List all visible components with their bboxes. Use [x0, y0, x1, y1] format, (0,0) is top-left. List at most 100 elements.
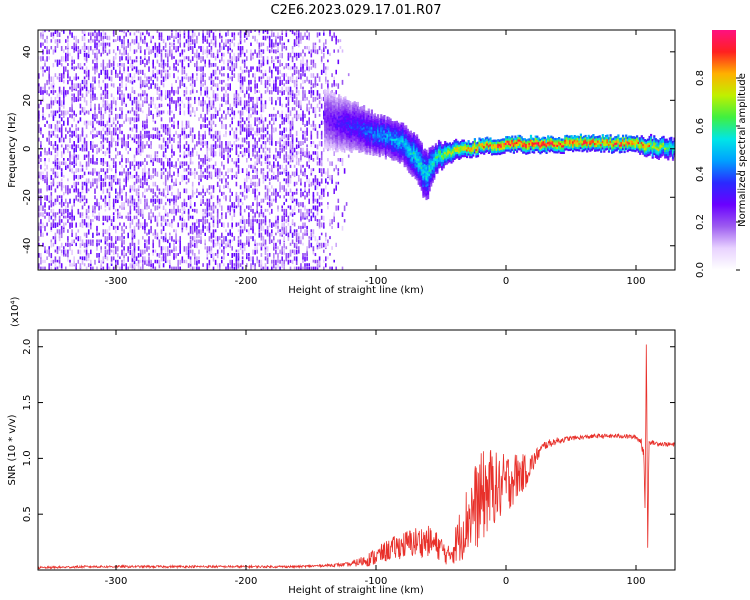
spectrogram-cell	[164, 219, 167, 223]
spectrogram-signal-cell	[327, 114, 330, 118]
spectrogram-cell	[302, 56, 304, 62]
spectrogram-cell	[162, 253, 165, 258]
spectrogram-cell	[210, 147, 213, 153]
spectrogram-cell	[173, 46, 175, 50]
spectrogram-cell	[279, 137, 281, 143]
spectrogram-cell	[229, 103, 231, 109]
spectrogram-cell	[246, 175, 248, 179]
spectrogram-cell	[229, 124, 231, 128]
spectrogram-signal-cell	[344, 135, 347, 138]
spectrogram-cell	[154, 154, 157, 159]
spectrogram-cell	[148, 256, 150, 261]
spectrogram-cell	[110, 242, 113, 248]
spectrogram-cell	[194, 79, 196, 84]
spectrogram-cell	[173, 113, 175, 119]
spectrogram-signal-cell	[341, 110, 344, 113]
spectrogram-cell	[258, 263, 261, 268]
spectrogram-cell	[341, 79, 344, 85]
spectrogram-cell	[175, 232, 177, 237]
spectrogram-cell	[117, 90, 119, 95]
spectrogram-cell	[42, 35, 44, 40]
spectrogram-cell	[123, 134, 125, 139]
spectrogram-cell	[300, 151, 302, 155]
spectrogram-cell	[275, 79, 277, 85]
spectrogram-cell	[310, 236, 313, 241]
spectrogram-cell	[69, 263, 71, 267]
spectrogram-cell	[48, 151, 50, 155]
spectrogram-signal-cell	[327, 143, 330, 146]
spectrogram-cell	[119, 181, 121, 187]
spectrogram-cell	[144, 171, 146, 178]
spectrogram-cell	[277, 59, 279, 64]
spectrogram-cell	[275, 259, 277, 266]
spectrogram-cell	[171, 42, 173, 47]
spectrogram-cell	[94, 42, 96, 49]
spectrogram-cell	[40, 266, 42, 270]
spectrogram-cell	[252, 147, 254, 152]
spectrogram-cell	[266, 195, 269, 200]
spectrogram-cell	[133, 263, 136, 269]
spectrogram-cell	[206, 249, 209, 253]
spectrogram-signal-cell	[331, 119, 334, 123]
spectrogram-cell	[289, 249, 292, 255]
spectrogram-signal-cell	[338, 113, 341, 117]
spectrogram-cell	[154, 52, 157, 58]
spectrogram-cell	[75, 113, 77, 117]
spectrogram-cell	[58, 113, 61, 119]
spectrogram-cell	[146, 93, 148, 97]
spectrogram-cell	[248, 100, 250, 104]
spectrogram-cell	[229, 42, 231, 48]
spectrogram-cell	[146, 130, 148, 134]
spectrogram-cell	[212, 215, 215, 221]
spectrogram-cell	[210, 39, 213, 45]
spectrogram-cell	[131, 202, 134, 207]
spectrogram-signal-cell	[342, 110, 345, 113]
spectrogram-cell	[79, 198, 82, 203]
spectrogram-cell	[191, 137, 194, 143]
spectrogram-cell	[287, 181, 290, 188]
spectrogram-cell	[137, 263, 140, 268]
spectrogram-cell	[260, 253, 263, 257]
spectrogram-cell	[250, 52, 252, 59]
spectrogram-cell	[298, 100, 300, 105]
spectrogram-cell	[173, 266, 175, 270]
spectrogram-cell	[295, 198, 298, 205]
spectrogram-cell	[146, 96, 148, 101]
spectrogram-cell	[237, 202, 240, 208]
spectrogram-cell	[48, 130, 50, 136]
spectrogram-cell	[210, 52, 213, 58]
spectrogram-cell	[312, 46, 315, 50]
spectrogram-cell	[104, 107, 107, 112]
spectrogram-cell	[331, 246, 333, 250]
spectrogram-cell	[312, 127, 315, 131]
spectrogram-cell	[177, 188, 179, 193]
spectrogram-cell	[306, 175, 308, 180]
spectrogram-cell	[131, 59, 134, 64]
spectrogram-cell	[327, 239, 329, 243]
spectrogram-cell	[154, 120, 157, 124]
spectrogram-cell	[48, 249, 50, 255]
spectrogram-cell	[335, 69, 337, 75]
spectrogram-cell	[58, 181, 61, 187]
spectrogram-cell	[104, 215, 107, 221]
spectrogram-cell	[221, 124, 223, 129]
spectrogram-cell	[204, 49, 206, 55]
spectrogram-cell	[285, 232, 288, 236]
spectrogram-cell	[112, 66, 115, 70]
spectrogram-cell	[60, 178, 63, 182]
spectrogram-cell	[187, 208, 190, 214]
spectrogram-cell	[256, 103, 258, 109]
spectrogram-cell	[277, 46, 279, 52]
spectrogram-cell	[266, 225, 269, 230]
spectrogram-cell	[268, 42, 271, 48]
spectrogram-cell	[227, 30, 229, 34]
spectrogram-signal-cell	[327, 121, 330, 124]
spectrogram-cell	[121, 242, 123, 248]
spectrogram-cell	[235, 259, 238, 265]
spectrogram-cell	[54, 215, 57, 221]
spectrogram-cell	[214, 141, 217, 146]
spectrogram-cell	[144, 158, 146, 162]
spectrogram-cell	[231, 110, 233, 115]
spectrogram-cell	[196, 52, 198, 59]
spectrogram-cell	[94, 215, 96, 219]
